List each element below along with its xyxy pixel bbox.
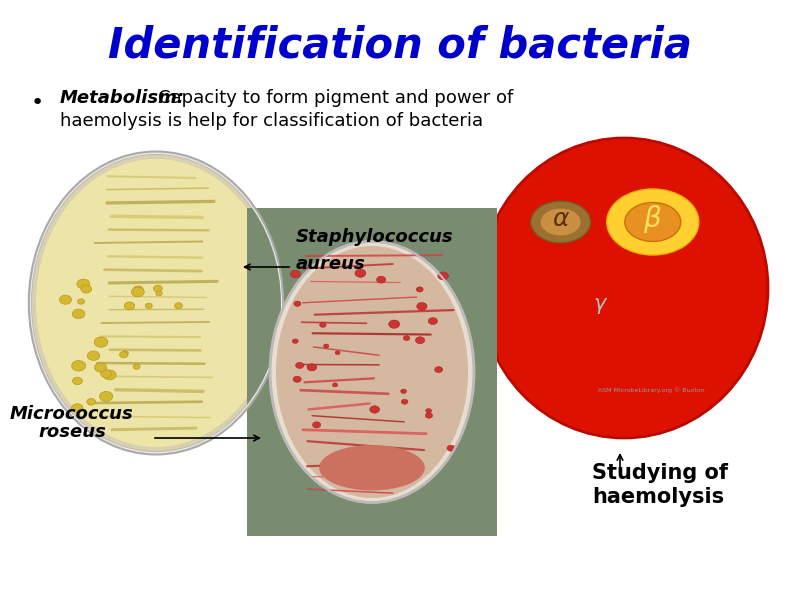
Circle shape bbox=[332, 383, 338, 387]
Ellipse shape bbox=[270, 241, 474, 503]
Circle shape bbox=[59, 295, 71, 304]
Circle shape bbox=[323, 344, 329, 348]
Circle shape bbox=[133, 286, 143, 293]
Circle shape bbox=[103, 370, 116, 380]
Circle shape bbox=[335, 351, 340, 355]
Circle shape bbox=[293, 376, 302, 382]
Circle shape bbox=[81, 285, 92, 293]
Circle shape bbox=[389, 320, 400, 328]
Circle shape bbox=[355, 269, 366, 277]
Text: Metabolism:: Metabolism: bbox=[60, 89, 185, 107]
Circle shape bbox=[447, 445, 455, 451]
Circle shape bbox=[348, 455, 356, 461]
Ellipse shape bbox=[541, 208, 581, 235]
FancyBboxPatch shape bbox=[247, 208, 497, 536]
Circle shape bbox=[94, 363, 106, 372]
Circle shape bbox=[94, 337, 108, 347]
Circle shape bbox=[417, 302, 427, 310]
Ellipse shape bbox=[480, 138, 768, 438]
Text: aureus: aureus bbox=[296, 255, 366, 273]
Text: Micrococcus: Micrococcus bbox=[10, 405, 134, 423]
Ellipse shape bbox=[319, 445, 425, 490]
Ellipse shape bbox=[30, 153, 282, 453]
Ellipse shape bbox=[36, 159, 276, 447]
Circle shape bbox=[294, 301, 301, 307]
Circle shape bbox=[313, 422, 321, 428]
Circle shape bbox=[122, 351, 128, 356]
Circle shape bbox=[290, 270, 301, 278]
Text: haemolysis is help for classification of bacteria: haemolysis is help for classification of… bbox=[60, 112, 483, 130]
Circle shape bbox=[434, 367, 442, 373]
Circle shape bbox=[428, 317, 438, 325]
Circle shape bbox=[131, 287, 144, 297]
Circle shape bbox=[426, 413, 433, 418]
Circle shape bbox=[72, 309, 85, 319]
Circle shape bbox=[133, 364, 140, 369]
Circle shape bbox=[307, 364, 317, 371]
Text: haemolysis: haemolysis bbox=[592, 487, 724, 507]
Circle shape bbox=[377, 276, 386, 283]
Text: •: • bbox=[30, 93, 44, 113]
Text: Studying of: Studying of bbox=[592, 463, 728, 483]
Circle shape bbox=[319, 322, 326, 328]
Circle shape bbox=[154, 285, 162, 292]
Circle shape bbox=[99, 391, 113, 401]
Circle shape bbox=[379, 454, 388, 461]
Ellipse shape bbox=[276, 246, 468, 498]
Circle shape bbox=[370, 406, 379, 413]
Circle shape bbox=[87, 351, 100, 361]
Circle shape bbox=[402, 399, 408, 404]
Circle shape bbox=[119, 352, 128, 358]
Circle shape bbox=[174, 302, 182, 308]
Circle shape bbox=[295, 362, 304, 368]
Circle shape bbox=[401, 389, 406, 394]
Ellipse shape bbox=[530, 201, 590, 243]
Circle shape bbox=[426, 409, 431, 413]
Text: $\alpha$: $\alpha$ bbox=[551, 207, 570, 231]
Text: $\gamma$: $\gamma$ bbox=[594, 296, 609, 316]
Circle shape bbox=[78, 299, 85, 304]
Text: roseus: roseus bbox=[38, 423, 106, 441]
Text: Identification of bacteria: Identification of bacteria bbox=[108, 24, 692, 66]
Circle shape bbox=[415, 337, 425, 344]
Circle shape bbox=[77, 279, 90, 289]
Text: Staphylococcus: Staphylococcus bbox=[296, 228, 454, 246]
Text: ASM MicrobeLibrary.org © Buxton: ASM MicrobeLibrary.org © Buxton bbox=[598, 388, 705, 393]
Circle shape bbox=[71, 404, 83, 412]
Ellipse shape bbox=[607, 189, 699, 255]
Ellipse shape bbox=[625, 202, 681, 241]
Circle shape bbox=[403, 335, 410, 341]
Circle shape bbox=[72, 361, 86, 371]
Circle shape bbox=[346, 470, 357, 479]
Circle shape bbox=[146, 303, 152, 308]
Circle shape bbox=[416, 287, 423, 292]
Circle shape bbox=[73, 377, 82, 385]
Text: $\beta$: $\beta$ bbox=[643, 203, 662, 235]
Text: Capacity to form pigment and power of: Capacity to form pigment and power of bbox=[158, 89, 514, 107]
Circle shape bbox=[156, 291, 162, 296]
Circle shape bbox=[124, 302, 134, 310]
Circle shape bbox=[86, 398, 95, 405]
Circle shape bbox=[101, 370, 111, 377]
Circle shape bbox=[438, 272, 448, 280]
Circle shape bbox=[292, 339, 298, 343]
